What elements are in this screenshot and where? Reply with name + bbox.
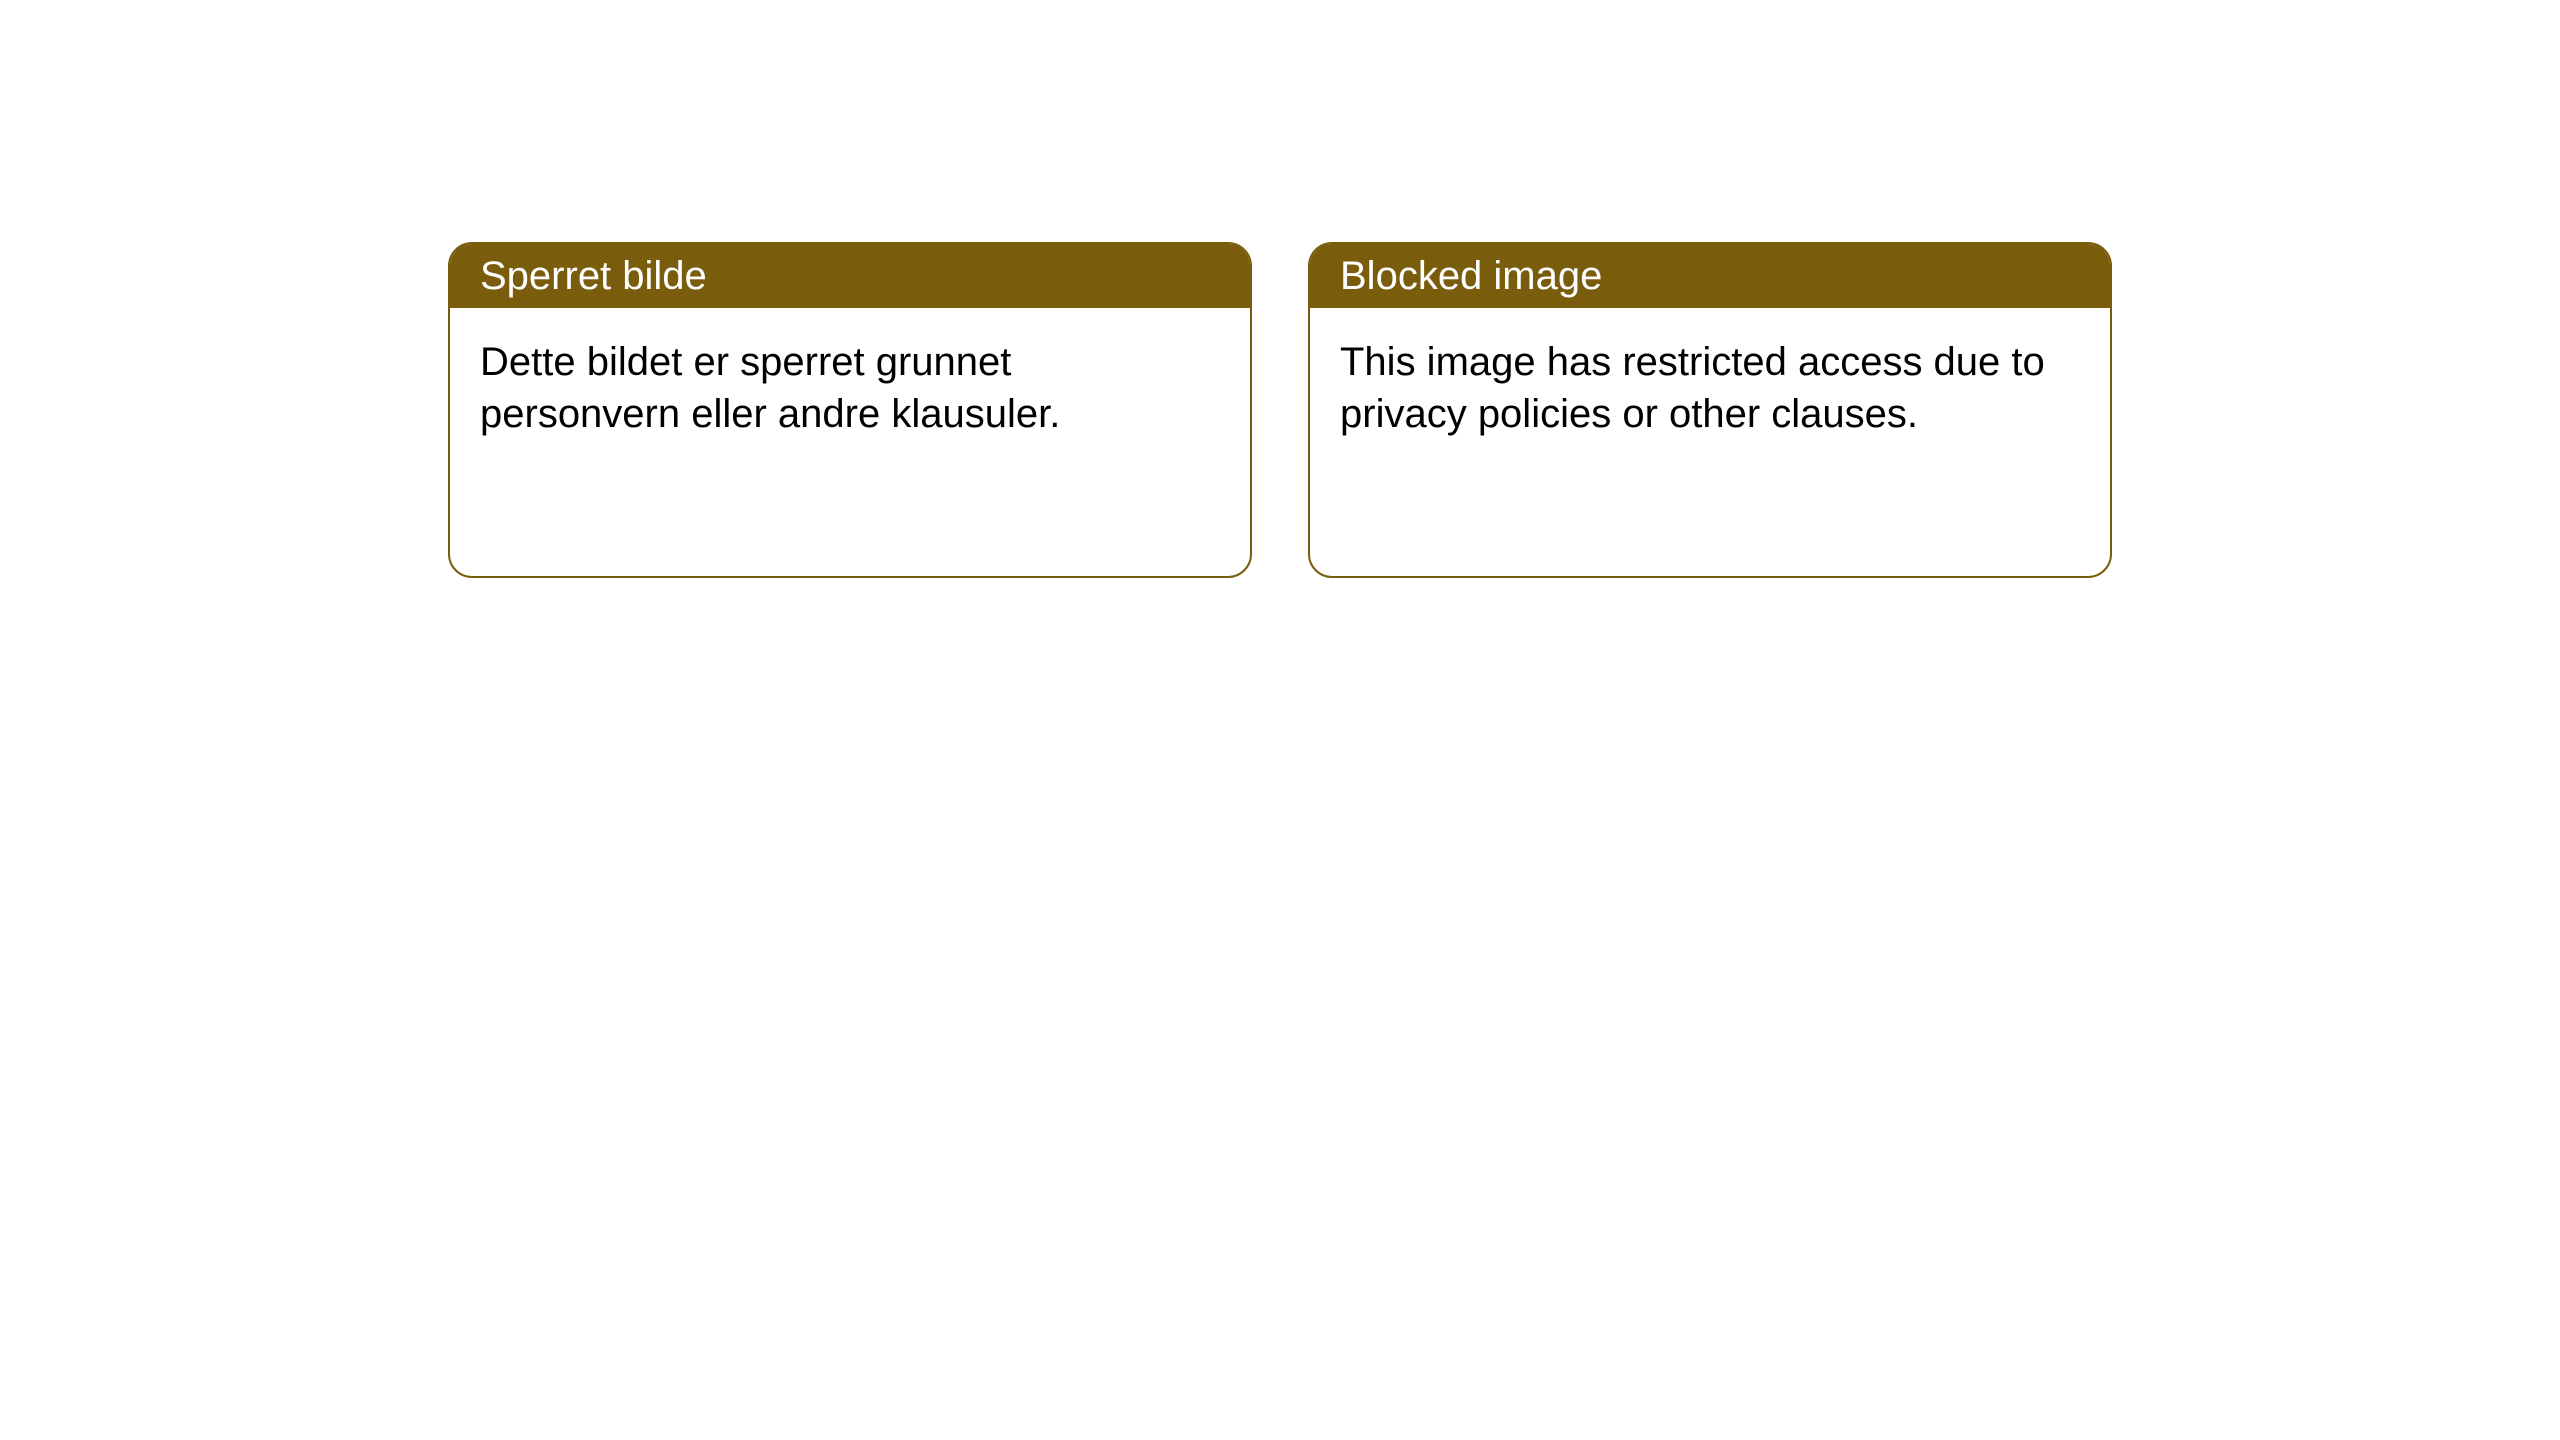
notice-body: Dette bildet er sperret grunnet personve… [450, 308, 1250, 468]
notice-body: This image has restricted access due to … [1310, 308, 2110, 468]
notice-header: Sperret bilde [450, 244, 1250, 308]
notice-card-norwegian: Sperret bilde Dette bildet er sperret gr… [448, 242, 1252, 578]
notice-card-english: Blocked image This image has restricted … [1308, 242, 2112, 578]
notice-container: Sperret bilde Dette bildet er sperret gr… [448, 242, 2112, 578]
notice-header: Blocked image [1310, 244, 2110, 308]
